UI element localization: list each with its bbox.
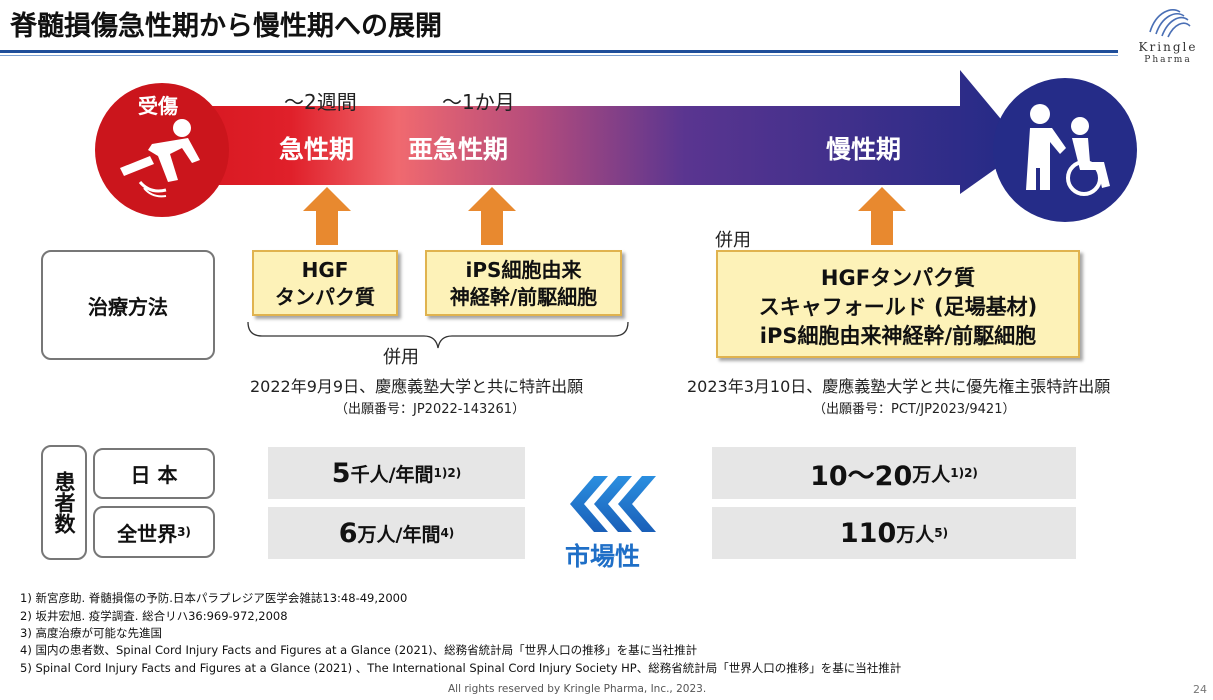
japan-label-box: 日 本 xyxy=(93,448,215,499)
patent-right: 2023年3月10日、慶應義塾大学と共に優先権主張特許出願 xyxy=(687,377,1111,396)
world-label: 全世界 xyxy=(117,521,178,546)
value-number: 6 xyxy=(338,517,358,549)
world-label-sup: 3) xyxy=(177,525,191,539)
treatment-label: 治療方法 xyxy=(88,294,168,319)
combined-brace xyxy=(247,321,629,349)
value-number: 5 xyxy=(331,457,351,489)
timeline-band: 受傷 ～2週間 ～1か月 急性期 亜急性期 慢性期 xyxy=(0,70,1213,230)
up-arrow-icon xyxy=(303,187,351,245)
footnote: 5) Spinal Cord Injury Facts and Figures … xyxy=(20,661,902,675)
logo-brand: Kringle xyxy=(1138,40,1198,54)
chronic-world-value: 110 万人 5) xyxy=(712,507,1076,559)
company-logo: Kringle Pharma xyxy=(1128,2,1208,68)
market-chevron-icon xyxy=(570,476,656,532)
acute-world-value: 6 万人/年間 4) xyxy=(268,507,525,559)
market-label: 市場性 xyxy=(565,542,641,571)
world-label-box: 全世界 3) xyxy=(93,506,215,558)
subacute-duration: ～1か月 xyxy=(442,90,515,114)
acute-treatment-line: HGF xyxy=(301,258,349,282)
patients-label: 患者数 xyxy=(52,471,76,534)
copyright: All rights reserved by Kringle Pharma, I… xyxy=(448,683,707,695)
value-number: 110 xyxy=(839,517,897,549)
footnote: 2) 坂井宏旭. 疫学調査. 総合リハ36:969-972,2008 xyxy=(20,609,288,623)
patent-right-number: （出願番号：PCT/JP2023/9421） xyxy=(813,402,1016,417)
title-rule xyxy=(0,50,1118,53)
value-unit: 万人/年間 xyxy=(357,523,441,546)
acute-treatment-line: タンパク質 xyxy=(275,285,375,309)
patent-left-number: （出願番号：JP2022-143261） xyxy=(335,402,526,417)
wheelchair-care-icon xyxy=(1026,104,1110,196)
value-unit: 万人 xyxy=(896,523,935,546)
acute-duration: ～2週間 xyxy=(284,90,357,114)
value-footnote: 5) xyxy=(934,526,949,540)
treatment-label-box: 治療方法 xyxy=(41,250,215,360)
timeline-arrow xyxy=(95,70,1137,222)
patent-left: 2022年9月9日、慶應義塾大学と共に特許出願 xyxy=(250,377,584,396)
phase-subacute: 亜急性期 xyxy=(408,135,509,164)
chronic-treatment-line: HGFタンパク質 xyxy=(820,266,976,290)
chronic-treatment-line: iPS細胞由来神経幹/前駆細胞 xyxy=(759,324,1037,348)
chronic-treatment-line: スキャフォールド (足場基材) xyxy=(758,295,1038,319)
logo-mark-icon xyxy=(1149,8,1191,38)
page-title: 脊髄損傷急性期から慢性期への展開 xyxy=(10,11,442,42)
title-rule-thin xyxy=(0,55,1118,56)
acute-treatment-box: HGF タンパク質 xyxy=(252,250,398,316)
patients-label-box: 患者数 xyxy=(41,445,87,560)
chronic-treatment-box: HGFタンパク質 スキャフォールド (足場基材) iPS細胞由来神経幹/前駆細胞 xyxy=(716,250,1080,358)
footnote: 1) 新宮彦助. 脊髄損傷の予防.日本パラプレジア医学会雑誌13:48-49,2… xyxy=(20,591,408,605)
subacute-treatment-line: iPS細胞由来 xyxy=(465,258,582,282)
value-footnote: 1)2) xyxy=(433,466,462,480)
chronic-circle xyxy=(993,78,1137,222)
combined-label-right: 併用 xyxy=(715,230,751,251)
subacute-treatment-line: 神経幹/前駆細胞 xyxy=(449,285,598,309)
combined-label-left: 併用 xyxy=(383,347,419,368)
footnote: 3) 高度治療が可能な先進国 xyxy=(20,626,162,640)
acute-japan-value: 5 千人/年間 1)2) xyxy=(268,447,525,499)
logo-brand-sub: Pharma xyxy=(1144,55,1192,65)
page-number: 24 xyxy=(1193,683,1207,696)
phase-acute: 急性期 xyxy=(279,135,355,164)
value-number: 10～20 xyxy=(810,460,913,492)
up-arrow-icon xyxy=(858,187,906,245)
falling-person-icon xyxy=(120,119,200,198)
value-unit: 千人/年間 xyxy=(350,463,434,486)
subacute-treatment-box: iPS細胞由来 神経幹/前駆細胞 xyxy=(425,250,622,316)
injury-label: 受傷 xyxy=(138,94,178,118)
value-footnote: 1)2) xyxy=(950,466,978,480)
footnote: 4) 国内の患者数、Spinal Cord Injury Facts and F… xyxy=(20,643,698,657)
value-unit: 万人 xyxy=(912,463,951,486)
japan-label: 日 本 xyxy=(130,463,178,487)
chronic-japan-value: 10～20 万人 1)2) xyxy=(712,447,1076,499)
up-arrow-icon xyxy=(468,187,516,245)
value-footnote: 4) xyxy=(440,526,455,540)
phase-chronic: 慢性期 xyxy=(826,135,902,164)
